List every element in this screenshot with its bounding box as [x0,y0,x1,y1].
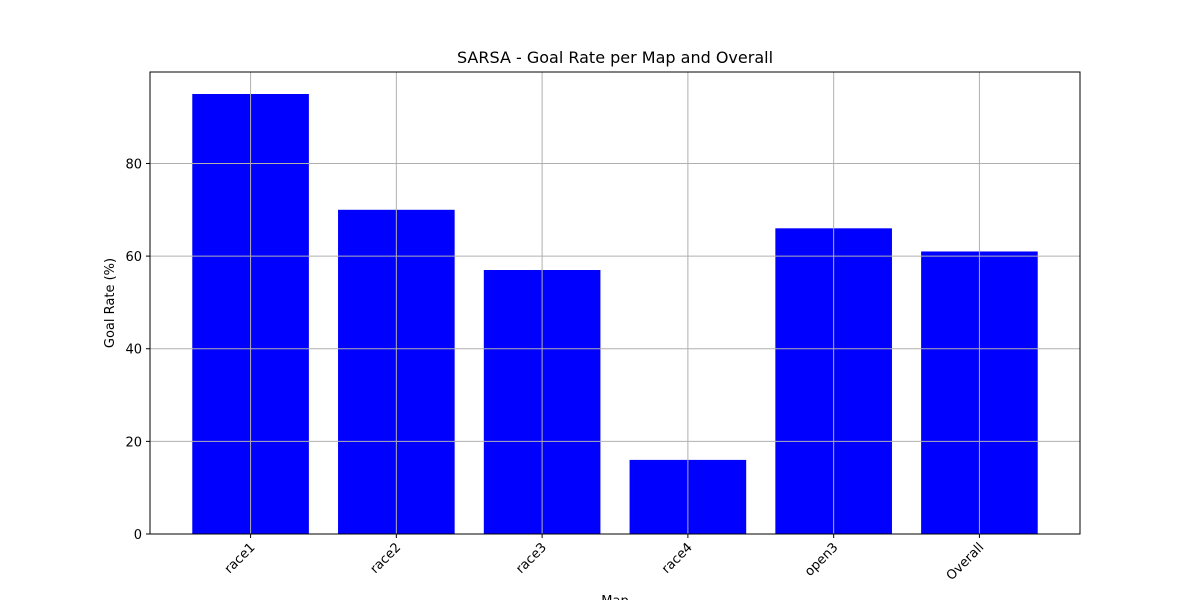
y-tick-label: 80 [125,157,142,172]
y-axis-label: Goal Rate (%) [103,258,118,348]
y-tick-label: 40 [125,343,142,358]
x-tick-label: race4 [659,540,696,577]
y-tick-label: 20 [125,435,142,450]
x-tick-label: race2 [368,540,405,577]
y-tick-label: 60 [125,250,142,265]
plot-frame [149,71,1081,535]
x-tick-label: race1 [222,540,259,577]
x-tick-label: race3 [513,540,550,577]
x-tick-label: Overall [944,540,987,583]
chart-title: SARSA - Goal Rate per Map and Overall [457,48,773,67]
x-tick-label: open3 [802,540,841,579]
x-axis-label: Map [601,594,628,600]
y-tick-label: 0 [134,528,142,543]
